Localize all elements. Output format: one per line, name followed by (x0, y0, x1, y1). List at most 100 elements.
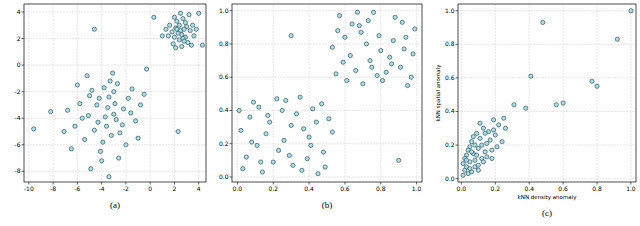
point (305, 157, 309, 161)
tick-label: 1.0 (412, 185, 422, 192)
grid-line (101, 4, 102, 182)
point (66, 108, 70, 112)
point (178, 11, 182, 15)
tick (456, 145, 459, 146)
point (284, 98, 288, 102)
grid-line (458, 10, 636, 11)
point (87, 94, 91, 98)
grid-line (344, 4, 345, 182)
point (160, 34, 164, 38)
tick-label: 0.0 (233, 185, 243, 192)
point (73, 124, 77, 128)
tick-label: 0.8 (592, 185, 602, 192)
point (107, 175, 111, 179)
point (112, 90, 116, 94)
point (471, 135, 475, 139)
point (104, 124, 108, 128)
tick-label: 4 (17, 8, 21, 15)
grid-line (24, 65, 206, 66)
point (168, 23, 172, 27)
grid-line (232, 110, 422, 111)
point (89, 167, 93, 171)
point (170, 30, 174, 34)
point (481, 160, 485, 164)
point (393, 15, 397, 19)
tick-label: 0.0 (457, 185, 467, 192)
grid-line (458, 145, 636, 146)
tick-label: 0.2 (268, 185, 278, 192)
grid-line (150, 4, 151, 182)
point (316, 172, 320, 176)
point (461, 161, 465, 165)
point (251, 100, 255, 104)
point (337, 14, 341, 18)
point (32, 127, 36, 131)
tick-label: 4 (197, 185, 201, 192)
point (330, 45, 334, 49)
tick-label: -6 (74, 185, 80, 192)
point (92, 27, 96, 31)
point (468, 166, 472, 170)
tick-label: 0.6 (219, 73, 229, 80)
grid-line (24, 171, 206, 172)
point (134, 119, 138, 123)
tick-label: 0 (148, 185, 152, 192)
point (464, 158, 468, 162)
tick-label: 0.6 (445, 74, 455, 81)
point (478, 136, 482, 140)
point (343, 35, 347, 39)
point (402, 47, 406, 51)
point (492, 128, 496, 132)
tick-label: -8 (15, 167, 21, 174)
tick-label: 0.2 (219, 140, 229, 147)
point (174, 46, 178, 50)
tick-label: -8 (50, 185, 56, 192)
tick-label: 1.0 (219, 7, 229, 14)
tick-label: 0.0 (445, 175, 455, 182)
point (411, 52, 415, 56)
point (142, 92, 146, 96)
point (307, 135, 311, 139)
point (483, 131, 487, 135)
point (355, 10, 359, 14)
point (244, 155, 248, 159)
tick (230, 143, 233, 144)
axis-label: kNN density anomaly (518, 194, 578, 201)
grid-line (232, 43, 422, 44)
point (289, 34, 293, 38)
grid-line (458, 178, 636, 179)
point (368, 58, 372, 62)
point (330, 130, 334, 134)
point (130, 87, 134, 91)
point (478, 121, 482, 125)
point (469, 150, 473, 154)
point (345, 78, 349, 82)
grid-line (28, 4, 29, 182)
tick-label: 0.4 (445, 107, 455, 114)
point (495, 145, 499, 149)
point (250, 140, 254, 144)
point (166, 34, 170, 38)
point (107, 95, 111, 99)
tick-label: 0.6 (340, 185, 350, 192)
point (136, 136, 140, 140)
point (379, 48, 383, 52)
grid-line (237, 4, 238, 182)
point (110, 71, 114, 75)
panel-label: (a) (110, 200, 120, 210)
tick-label: 2 (17, 35, 21, 42)
point (113, 102, 117, 106)
point (475, 131, 479, 135)
point (239, 128, 243, 132)
point (323, 165, 327, 169)
point (357, 24, 361, 28)
point (182, 27, 186, 31)
tick-label: 0.2 (491, 185, 501, 192)
tick-label: 0.8 (219, 40, 229, 47)
point (629, 9, 633, 13)
point (100, 159, 104, 163)
tick (22, 144, 25, 145)
point (380, 78, 384, 82)
tick (230, 43, 233, 44)
point (372, 10, 376, 14)
